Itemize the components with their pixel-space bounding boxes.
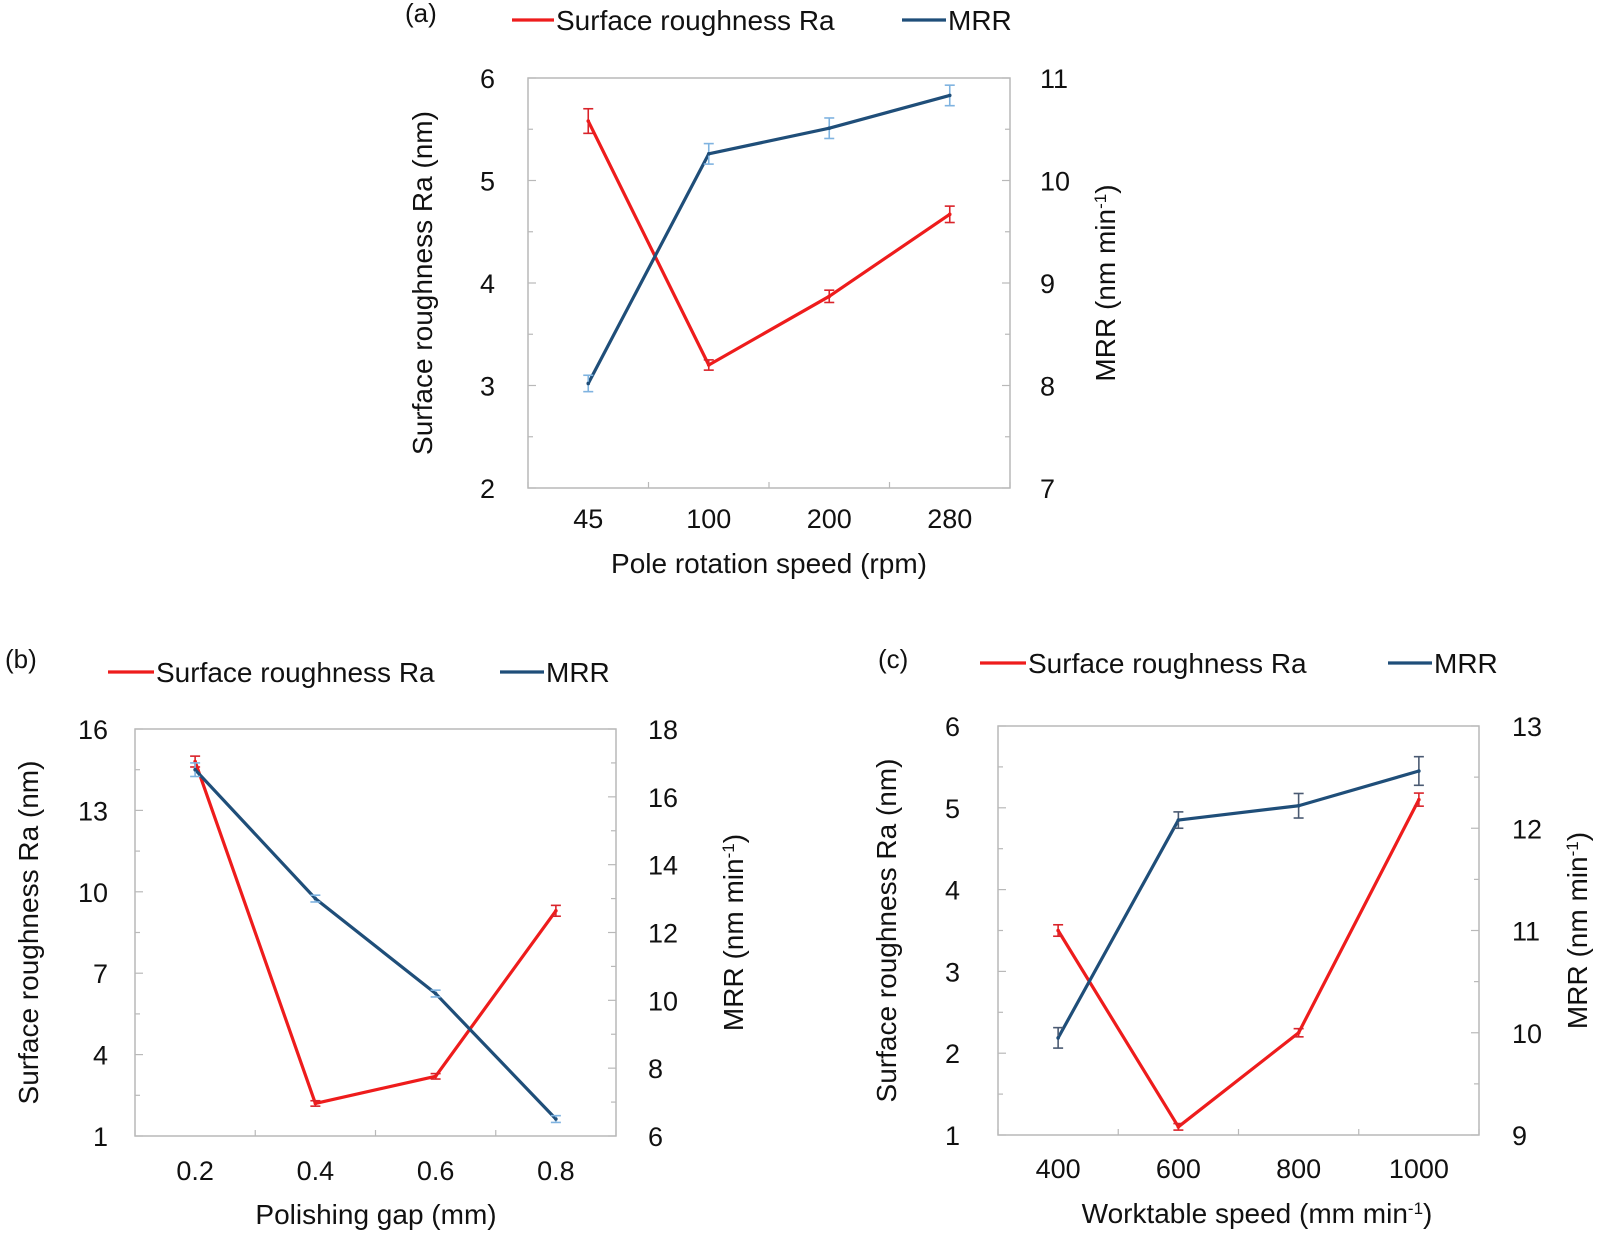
right-tick-label: 10 [1512,1019,1542,1049]
right-tick-label: 12 [1512,814,1542,844]
left-axis-label: Surface roughness Ra (nm) [871,759,902,1103]
x-axis-label: Worktable speed (mm min-1) [1082,1198,1433,1229]
right-tick-label: 12 [648,919,678,949]
x-tick-label: 100 [686,504,731,534]
legend-roughness-label: Surface roughness Ra [156,657,435,688]
roughness-point [313,1101,318,1106]
x-tick-label: 280 [927,504,972,534]
left-axis-label: Surface roughness Ra (nm) [407,111,438,455]
right-tick-label: 18 [648,715,678,745]
right-axis-label: MRR (nm min-1) [1090,184,1121,381]
mrr-point [193,767,197,772]
left-tick-label: 2 [945,1039,960,1069]
left-tick-label: 13 [78,796,108,826]
legend-mrr-label: MRR [948,5,1012,36]
roughness-point [947,212,952,217]
mrr-point [1417,769,1421,773]
roughness-point [827,294,832,299]
left-tick-label: 4 [93,1041,108,1071]
right-tick-label: 6 [648,1122,663,1152]
x-tick-label: 0.6 [417,1156,455,1186]
legend-roughness-label: Surface roughness Ra [556,5,835,36]
roughness-series-line [586,120,951,367]
roughness-point [1176,1125,1181,1129]
mrr-point [313,896,318,901]
left-tick-label: 5 [480,167,495,197]
right-axis-label: MRR (nm min-1) [718,834,749,1031]
left-tick-label: 5 [945,794,960,824]
legend-roughness-label: Surface roughness Ra [1028,648,1307,679]
right-tick-label: 11 [1040,64,1068,94]
mrr-point [1176,818,1181,822]
roughness-series-line [1056,798,1421,1129]
mrr-point [827,126,832,131]
mrr-point [1296,803,1301,808]
right-tick-label: 9 [1040,269,1055,299]
left-tick-label: 2 [480,474,495,504]
panel-label: (c) [878,644,908,674]
x-tick-label: 45 [573,504,603,534]
roughness-point [1417,797,1421,802]
roughness-point [433,1074,438,1079]
roughness-point [586,119,591,123]
right-tick-label: 16 [648,783,678,813]
x-tick-label: 200 [807,504,852,534]
panel-label: (b) [5,644,37,674]
mrr-point [586,381,591,386]
mrr-point [554,1117,558,1121]
left-tick-label: 16 [78,715,108,745]
plot-frame [997,725,1480,1136]
right-tick-label: 11 [1512,917,1540,947]
x-tick-label: 0.4 [297,1156,335,1186]
left-tick-label: 3 [480,372,495,402]
x-tick-label: 800 [1276,1154,1321,1184]
x-axis-label: Pole rotation speed (rpm) [611,548,927,579]
right-tick-label: 8 [648,1054,663,1084]
right-tick-label: 8 [1040,372,1055,402]
left-tick-label: 6 [945,712,960,742]
left-tick-label: 10 [78,878,108,908]
roughness-point [1056,928,1060,933]
panel-label: (a) [405,0,437,28]
right-tick-label: 14 [648,851,678,881]
left-tick-label: 6 [480,64,495,94]
right-tick-label: 7 [1040,474,1055,504]
roughness-point [554,908,558,913]
left-axis-label: Surface roughness Ra (nm) [13,761,44,1105]
mrr-series-line [193,768,558,1121]
x-tick-label: 600 [1156,1154,1201,1184]
legend-mrr-label: MRR [546,657,610,688]
right-tick-label: 10 [1040,167,1070,197]
left-tick-label: 1 [93,1122,108,1152]
right-tick-label: 13 [1512,712,1542,742]
roughness-point [706,363,711,367]
mrr-point [947,93,952,98]
x-tick-label: 1000 [1389,1154,1449,1184]
x-tick-label: 0.8 [537,1156,575,1186]
mrr-series-line [1056,769,1420,1039]
roughness-series-line [193,761,558,1106]
mrr-series-line [586,93,951,385]
roughness-point [1296,1030,1301,1035]
x-tick-label: 0.2 [176,1156,214,1186]
mrr-point [433,991,438,996]
x-tick-label: 400 [1036,1154,1081,1184]
left-tick-label: 3 [945,957,960,987]
right-tick-label: 10 [648,986,678,1016]
legend-mrr-label: MRR [1434,648,1498,679]
right-tick-label: 9 [1512,1121,1527,1151]
left-tick-label: 4 [945,876,960,906]
left-tick-label: 1 [945,1121,960,1151]
left-tick-label: 4 [480,269,495,299]
mrr-point [706,152,711,156]
x-axis-label: Polishing gap (mm) [255,1199,496,1230]
right-axis-label: MRR (nm min-1) [1562,832,1593,1029]
mrr-point [1056,1036,1060,1040]
plot-frame [134,728,617,1137]
left-tick-label: 7 [93,959,108,989]
